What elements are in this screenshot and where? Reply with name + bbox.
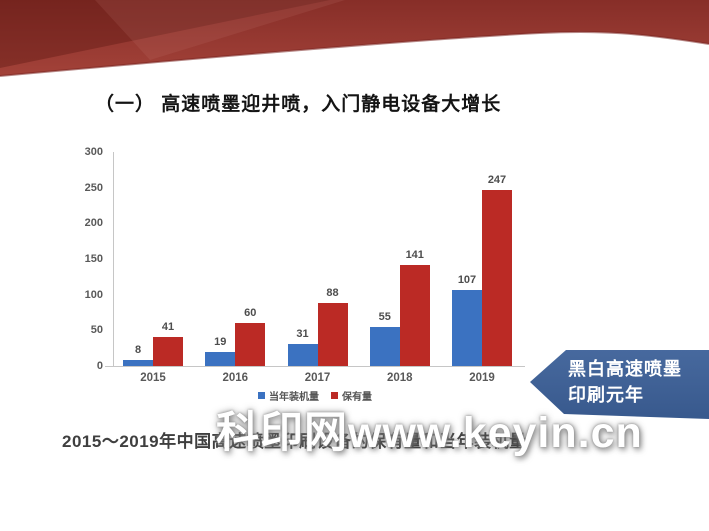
ribbon-dark-fold [0, 0, 330, 68]
x-axis-category-label: 2015 [140, 372, 166, 384]
callout-text: 黑白高速喷墨 印刷元年 [568, 356, 682, 408]
legend-item-annual-installs: 当年装机量 [258, 388, 319, 403]
bar-value-label: 107 [457, 273, 477, 286]
bar-2015-holdings [153, 336, 183, 366]
legend-label: 保有量 [342, 392, 372, 403]
bar-2018-holdings [399, 265, 430, 366]
legend-color-swatch-icon [331, 392, 338, 399]
chart-legend: 当年装机量 保有量 [258, 388, 372, 403]
y-axis-line [113, 152, 114, 366]
bar-value-label: 31 [296, 327, 309, 340]
bar-2016-holdings [235, 323, 266, 366]
y-axis-tick-label: 200 [84, 217, 103, 230]
bar-2016-annual-installs [205, 352, 236, 366]
x-axis-category-label: 2019 [469, 372, 495, 384]
x-axis-category-label: 2017 [304, 372, 331, 384]
bar-2017-annual-installs [287, 343, 318, 366]
top-ribbon-decoration [0, 0, 709, 77]
bar-value-label: 41 [161, 320, 175, 333]
chart-caption: 2015～2019年中国高速喷墨印刷设备的保有量和当年装机量 [62, 432, 527, 451]
slide-title: （一） 高速喷墨迎井喷，入门静电设备大增长 [95, 94, 502, 115]
bar-2019-holdings [482, 189, 512, 366]
bar-value-label: 141 [405, 249, 424, 262]
ribbon-sheen [95, 0, 345, 60]
bar-value-label: 8 [134, 344, 142, 357]
bar-2018-annual-installs [369, 326, 400, 366]
x-axis-line [105, 366, 525, 367]
ribbon-bottom-edge [0, 30, 709, 77]
y-axis-tick-label: 100 [84, 288, 103, 301]
y-axis-tick-label: 0 [96, 360, 103, 372]
bar-value-label: 19 [214, 336, 227, 349]
arrow-left-icon [530, 350, 709, 419]
callout-line1: 黑白高速喷墨 [568, 359, 682, 379]
y-axis-tick-label: 150 [84, 253, 103, 265]
x-axis-category-label: 2016 [222, 372, 249, 384]
bar-value-label: 55 [378, 310, 391, 323]
y-axis-tick-label: 300 [84, 146, 103, 158]
bar-value-label: 88 [326, 287, 339, 300]
y-axis-tick-label: 50 [90, 324, 103, 337]
x-axis-category-label: 2018 [386, 372, 413, 384]
bar-2017-holdings [317, 303, 348, 366]
watermark: 科印网www.keyin.cn [216, 409, 643, 457]
callout-banner: 黑白高速喷墨 印刷元年 [525, 344, 709, 424]
callout-line2: 印刷元年 [568, 385, 644, 405]
ribbon-main-shape [0, 0, 709, 76]
legend-item-holdings: 保有量 [331, 388, 372, 403]
bar-value-label: 247 [487, 173, 507, 186]
bar-2019-annual-installs [452, 289, 482, 366]
legend-label: 当年装机量 [269, 392, 319, 403]
legend-color-swatch-icon [258, 392, 265, 399]
y-axis-tick-label: 250 [84, 181, 103, 194]
bar-value-label: 60 [244, 307, 257, 320]
bar-2015-annual-installs [123, 360, 153, 366]
